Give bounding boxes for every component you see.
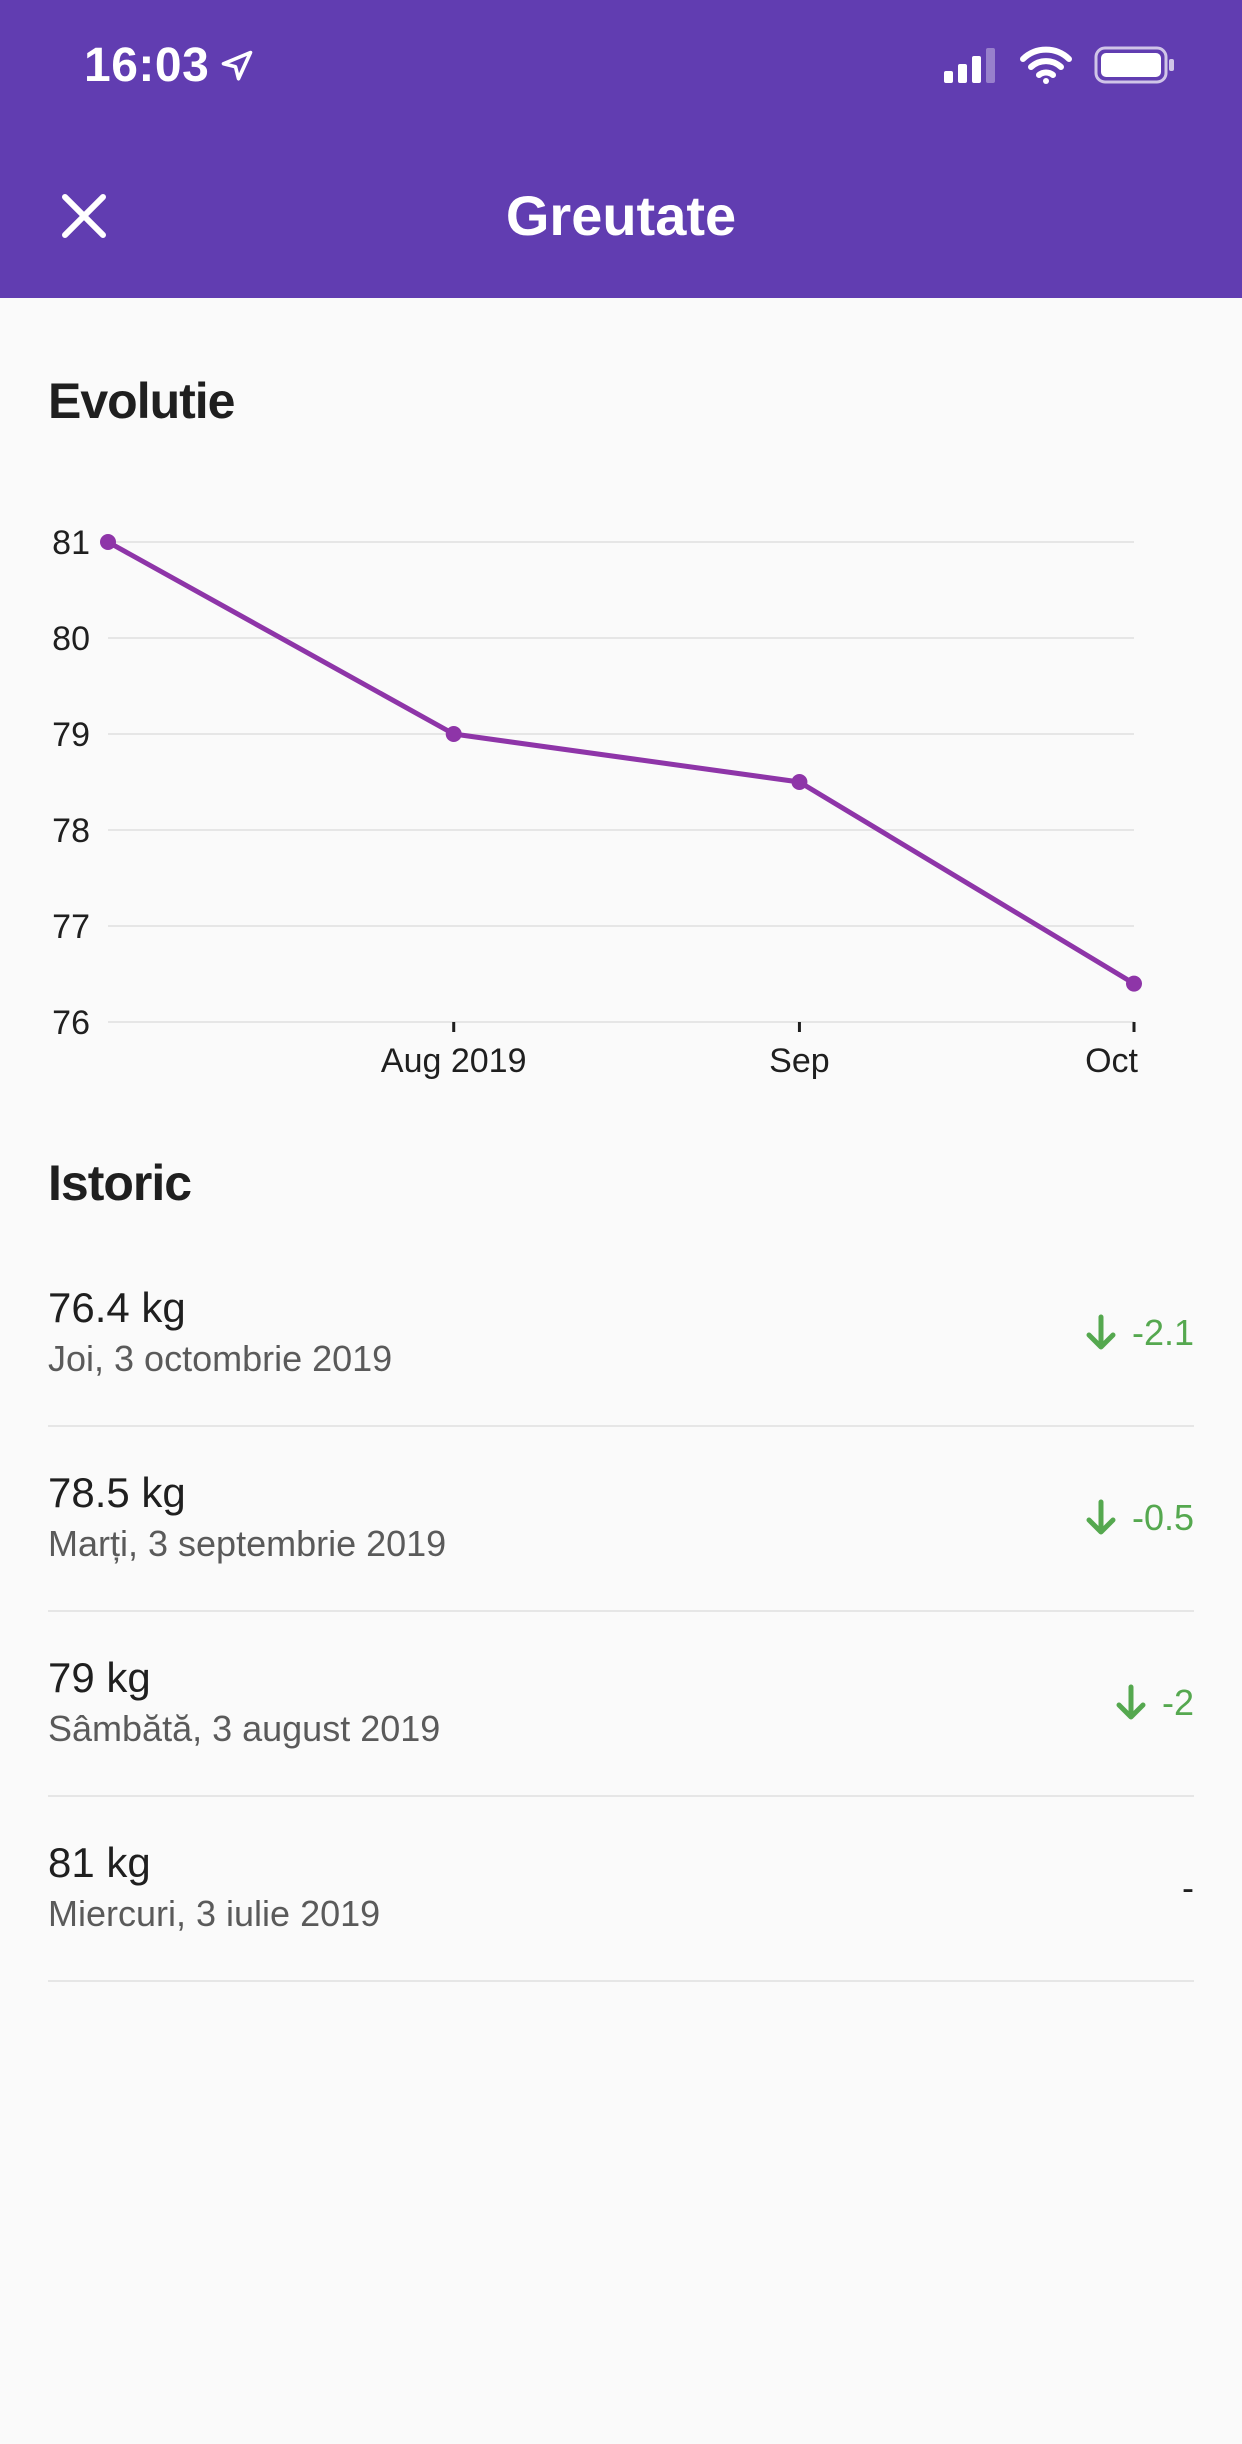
history-weight: 76.4 kg	[48, 1284, 186, 1331]
history-weight: 79 kg	[48, 1654, 151, 1701]
history-diff-value: -0.5	[1131, 1497, 1194, 1538]
history-diff: -2.1	[1084, 1312, 1194, 1354]
weight-series-points	[100, 534, 1142, 992]
arrow-down-icon	[1086, 1499, 1116, 1535]
history-row[interactable]: 79 kg Sâmbătă, 3 august 2019 -2	[48, 1612, 1194, 1797]
history-row[interactable]: 78.5 kg Marți, 3 septembrie 2019 -0.5	[48, 1427, 1194, 1612]
chart-y-tick-label: 78	[52, 812, 90, 850]
history-diff-value: -2.1	[1131, 1312, 1194, 1353]
weight-line-chart: 81 80 79 78 77 76 Aug 2019 Sep Oct	[52, 524, 1142, 1080]
chart-y-tick-label: 80	[52, 620, 90, 658]
chart-x-tick-label: Sep	[769, 1042, 830, 1080]
history-diff: -	[1182, 1867, 1194, 1909]
close-button[interactable]	[44, 176, 124, 256]
chart-data-point	[1126, 975, 1142, 992]
history-date: Sâmbătă, 3 august 2019	[48, 1708, 441, 1749]
chart-x-tick-label: Oct	[1085, 1042, 1138, 1080]
cellular-signal-icon	[944, 48, 995, 83]
history-section-title: Istoric	[48, 1155, 192, 1211]
chart-data-point	[445, 726, 462, 742]
chart-data-point	[100, 534, 116, 550]
history-date: Miercuri, 3 iulie 2019	[48, 1893, 381, 1934]
chart-y-tick-label: 81	[52, 524, 90, 562]
history-date: Marți, 3 septembrie 2019	[48, 1523, 447, 1564]
app-bar: 16:03 Greutate	[0, 0, 1242, 298]
chart-y-axis: 81 80 79 78 77 76	[52, 524, 90, 1042]
weight-series-line	[105, 539, 1137, 987]
history-row[interactable]: 76.4 kg Joi, 3 octombrie 2019 -2.1	[48, 1242, 1194, 1427]
chart-y-tick-label: 77	[52, 908, 90, 946]
evolution-section-title: Evolutie	[48, 373, 235, 429]
history-diff: -2	[1114, 1682, 1194, 1724]
arrow-down-icon	[1116, 1684, 1146, 1720]
status-time: 16:03	[84, 38, 255, 93]
history-weight: 81 kg	[48, 1839, 151, 1886]
chart-x-axis: Aug 2019 Sep Oct	[381, 1022, 1139, 1080]
history-list: 76.4 kg Joi, 3 octombrie 2019 -2.1 78.5 …	[48, 1242, 1194, 1982]
history-date: Joi, 3 octombrie 2019	[48, 1338, 393, 1379]
chart-y-tick-label: 76	[52, 1004, 90, 1042]
wifi-icon	[1020, 46, 1072, 84]
location-arrow-icon	[221, 50, 253, 81]
history-diff: -0.5	[1084, 1497, 1194, 1539]
chart-data-point	[791, 774, 808, 790]
status-time-label: 16:03	[84, 39, 210, 92]
status-icons	[942, 46, 1176, 84]
arrow-down-icon	[1086, 1314, 1116, 1350]
chart-x-tick-label: Aug 2019	[381, 1042, 527, 1080]
close-icon	[62, 194, 106, 238]
chart-y-tick-label: 79	[52, 716, 90, 754]
battery-icon	[1094, 46, 1174, 84]
chart-grid	[108, 541, 1134, 1023]
history-diff-value: -2	[1161, 1682, 1194, 1723]
history-row[interactable]: 81 kg Miercuri, 3 iulie 2019 -	[48, 1797, 1194, 1982]
history-diff-value: -	[1182, 1867, 1194, 1908]
page-title: Greutate	[505, 184, 737, 247]
history-weight: 78.5 kg	[48, 1469, 186, 1516]
